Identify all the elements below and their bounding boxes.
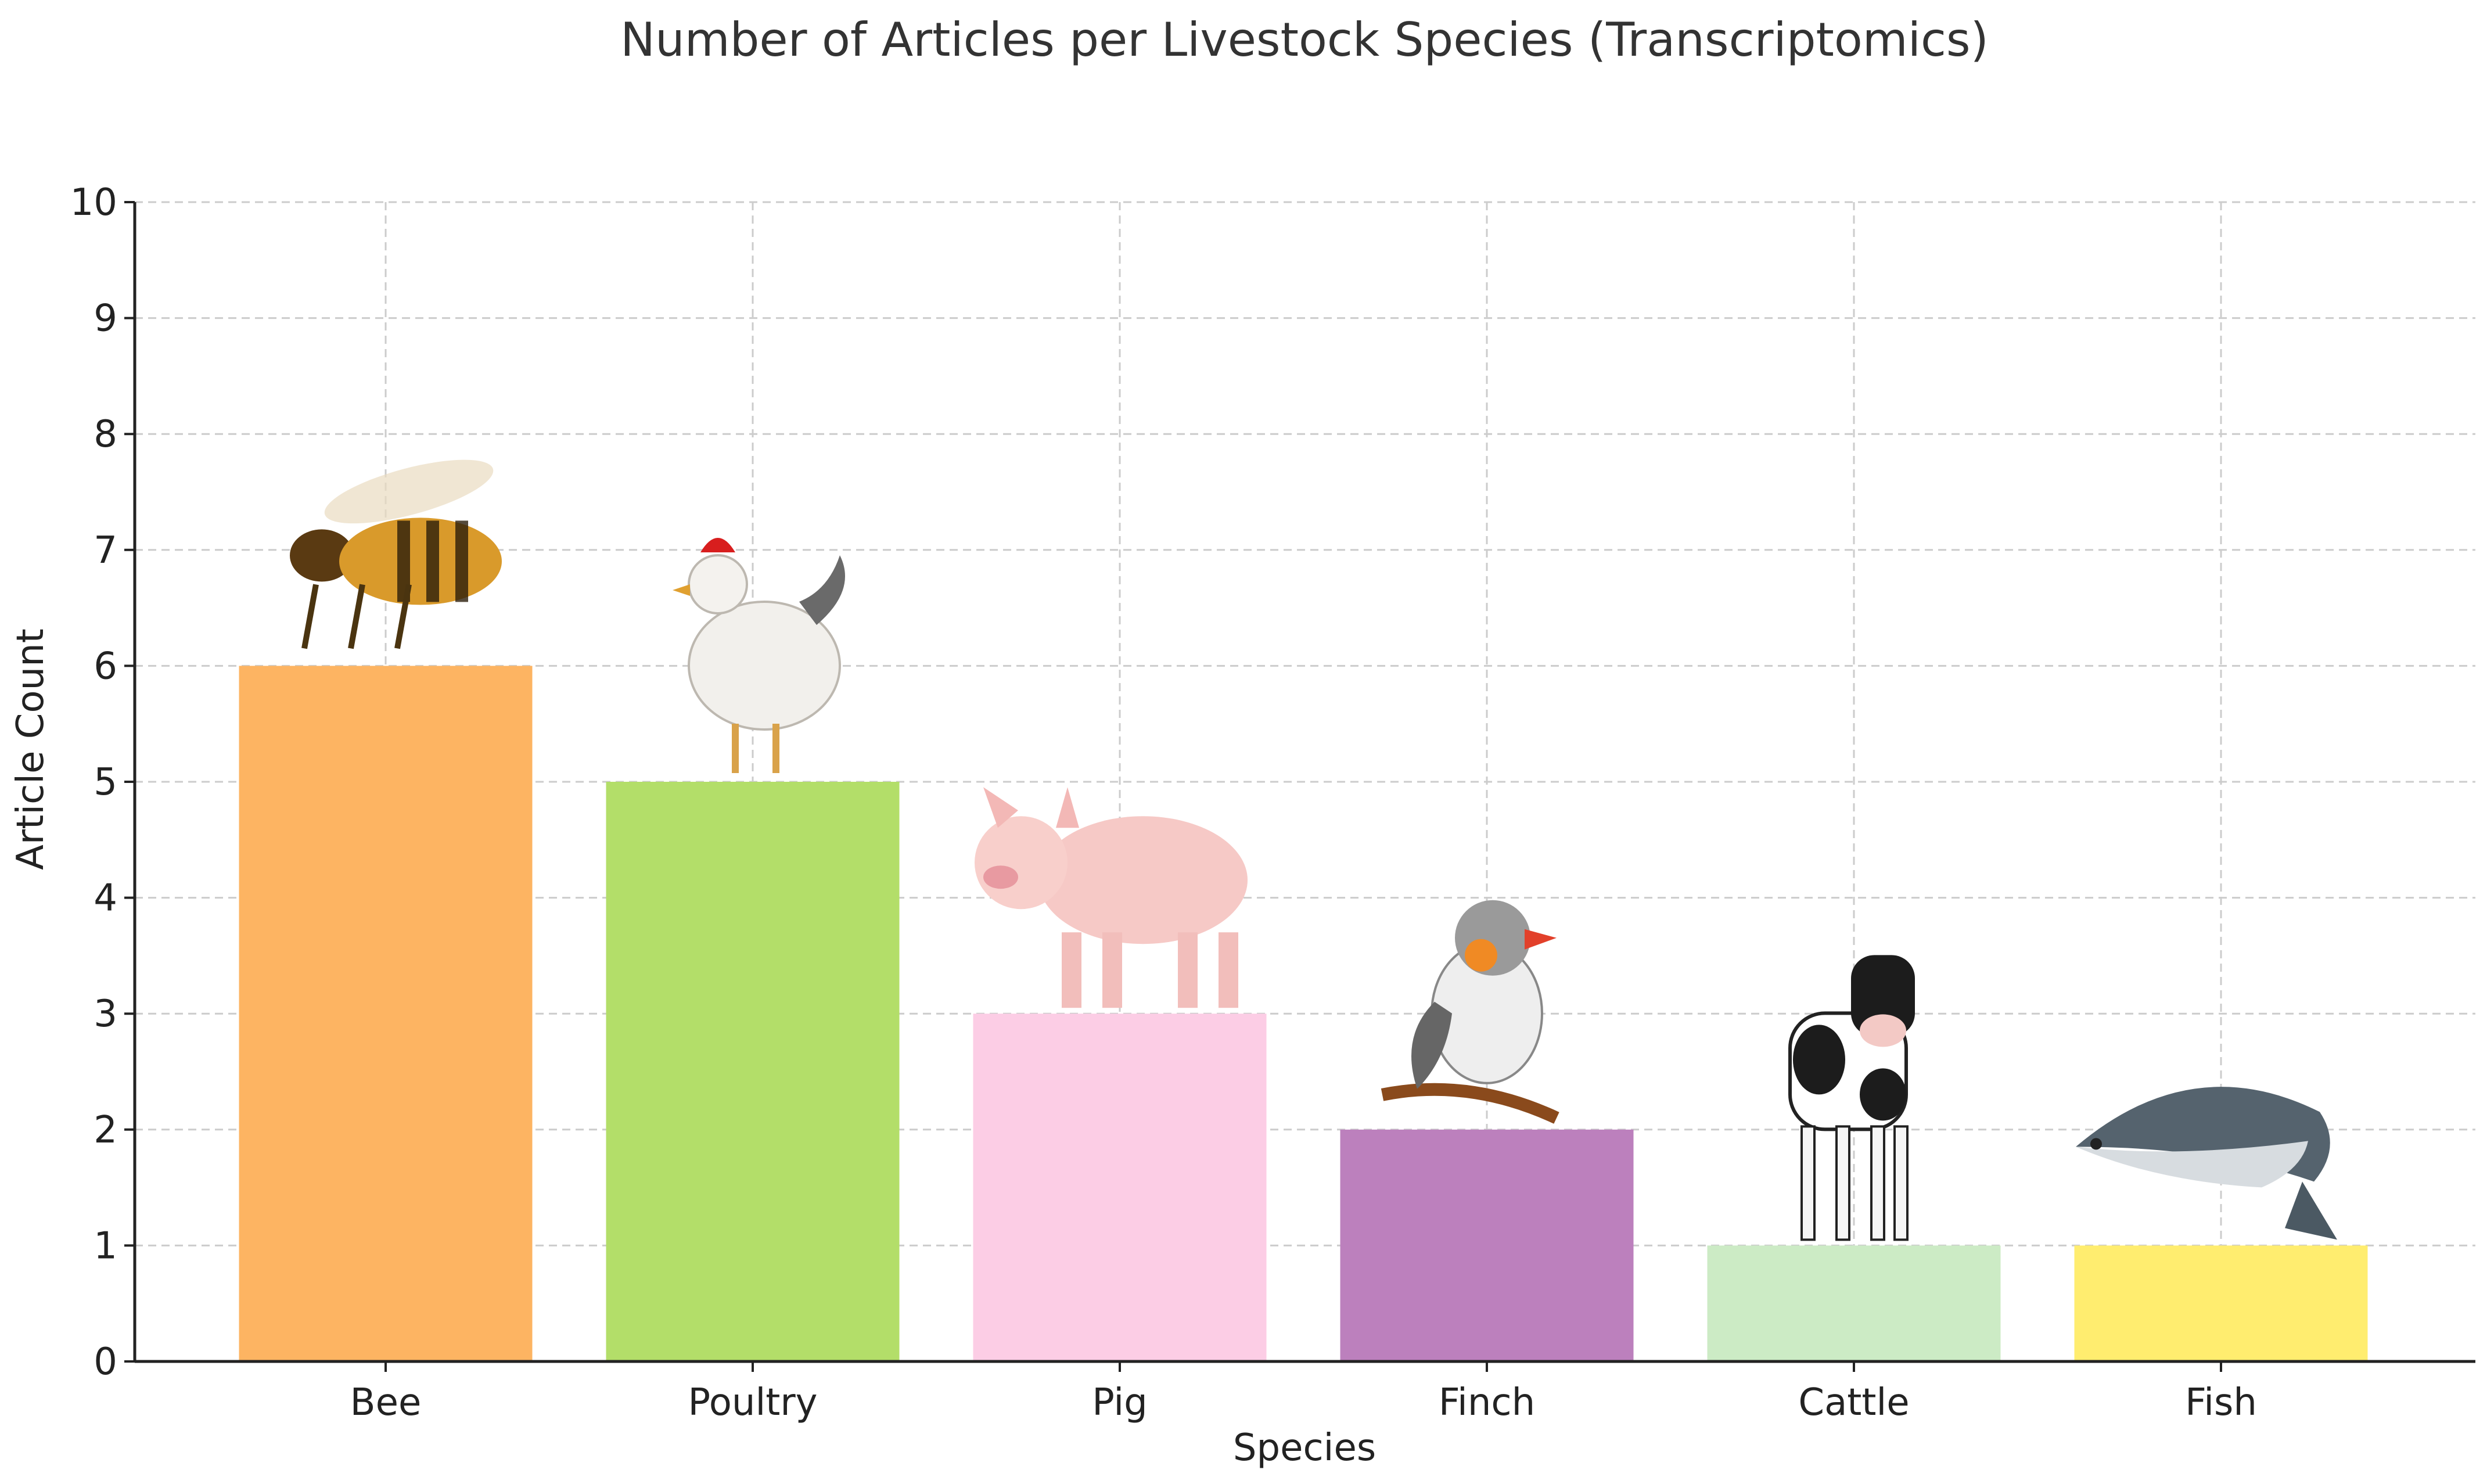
x-tick-label: Fish	[2185, 1381, 2257, 1424]
y-tick-label: 0	[94, 1341, 117, 1384]
y-tick-label: 2	[94, 1109, 117, 1152]
x-axis-title: Species	[1233, 1426, 1376, 1469]
x-tick-label: Pig	[1092, 1381, 1148, 1424]
y-tick-label: 6	[94, 645, 117, 688]
x-tick-label: Poultry	[688, 1381, 817, 1424]
finch-image	[1381, 900, 1559, 1124]
bar-fish	[2074, 1245, 2368, 1361]
tick-labels: 0 1 2 3 4 5 6 7 8 9 10 Bee Poultry Pig Finch Cattle Fish	[70, 181, 2257, 1424]
fish-image	[2076, 1087, 2337, 1240]
y-tick-label: 7	[94, 529, 117, 572]
bar-poultry	[606, 782, 900, 1361]
cattle-image	[1788, 955, 1915, 1241]
y-tick-label: 4	[94, 877, 117, 920]
x-tick-label: Cattle	[1798, 1381, 1909, 1424]
y-tick-label: 8	[94, 413, 117, 456]
pig-image	[975, 787, 1248, 1008]
y-tick-label: 3	[94, 993, 117, 1036]
y-tick-label: 9	[94, 297, 117, 340]
bar-finch	[1340, 1129, 1634, 1361]
bar-cattle	[1707, 1245, 2001, 1361]
poultry-image	[673, 538, 845, 773]
axes	[124, 201, 2475, 1372]
bar-bee	[239, 666, 533, 1361]
y-tick-label: 10	[70, 181, 117, 224]
y-tick-label: 1	[94, 1224, 117, 1267]
chart-title: Number of Articles per Livestock Species…	[620, 13, 1989, 67]
x-tick-label: Finch	[1439, 1381, 1535, 1424]
bee-image	[290, 459, 502, 649]
x-tick-label: Bee	[350, 1381, 422, 1424]
bar-pig	[973, 1014, 1267, 1361]
bars	[239, 666, 2368, 1361]
bar-illustrations	[290, 459, 2337, 1241]
y-tick-label: 5	[94, 761, 117, 804]
y-axis-title: Article Count	[9, 628, 52, 870]
